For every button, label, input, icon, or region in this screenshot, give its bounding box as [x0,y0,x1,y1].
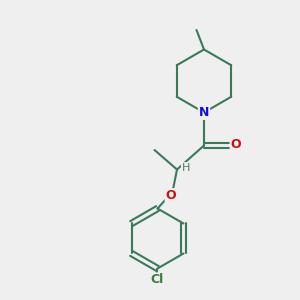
Text: O: O [231,137,242,151]
Text: N: N [199,106,209,119]
Text: H: H [182,163,190,173]
Text: Cl: Cl [151,273,164,286]
Text: O: O [166,189,176,202]
